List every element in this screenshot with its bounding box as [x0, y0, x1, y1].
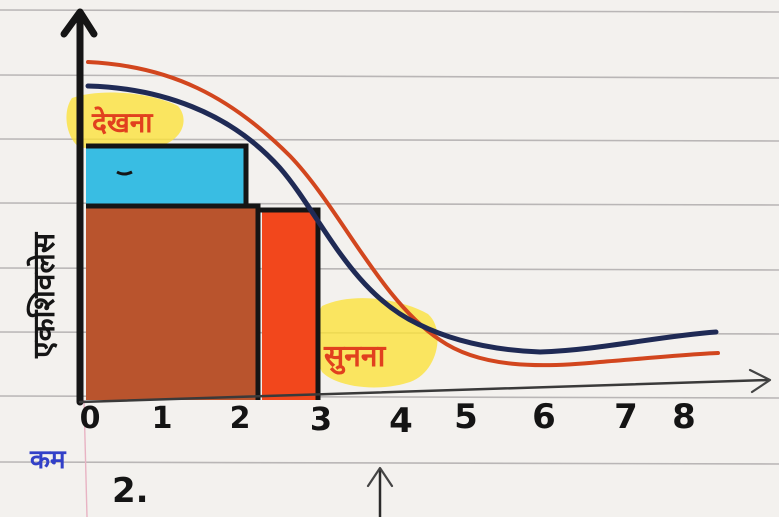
blue-curve [85, 83, 719, 355]
x-tick-0: 0 [80, 401, 101, 436]
label-sunna: सुनना [323, 339, 387, 375]
axes [60, 8, 772, 406]
y-axis-label: एकशिवलेस [26, 231, 62, 359]
x-axis-arrow-icon [748, 368, 772, 394]
x-tick-4: 4 [389, 401, 413, 441]
x-tick-5: 5 [454, 397, 478, 437]
area-blocks [86, 143, 321, 400]
cyan-block [86, 146, 246, 206]
figure-number: 2. [112, 471, 149, 511]
x-tick-8: 8 [672, 397, 696, 437]
x-axis-label: कम [29, 445, 67, 475]
x-tick-6: 6 [532, 397, 556, 437]
label-dekhna: देखना [91, 106, 154, 139]
x-tick-1: 1 [152, 401, 173, 436]
red-orange-block [262, 210, 318, 400]
x-tick-2: 2 [230, 401, 251, 436]
y-axis-arrow-icon [60, 8, 98, 38]
highlight-dekhna [66, 92, 184, 148]
x-tick-3: 3 [310, 400, 332, 438]
brown-block [86, 206, 258, 400]
pointer-arrow-icon [366, 466, 394, 517]
x-tick-labels: 0 1 2 3 4 5 6 7 8 [80, 397, 696, 441]
x-axis [78, 378, 770, 404]
orange-curve [86, 60, 720, 368]
curves [85, 60, 720, 368]
x-tick-7: 7 [614, 397, 638, 437]
